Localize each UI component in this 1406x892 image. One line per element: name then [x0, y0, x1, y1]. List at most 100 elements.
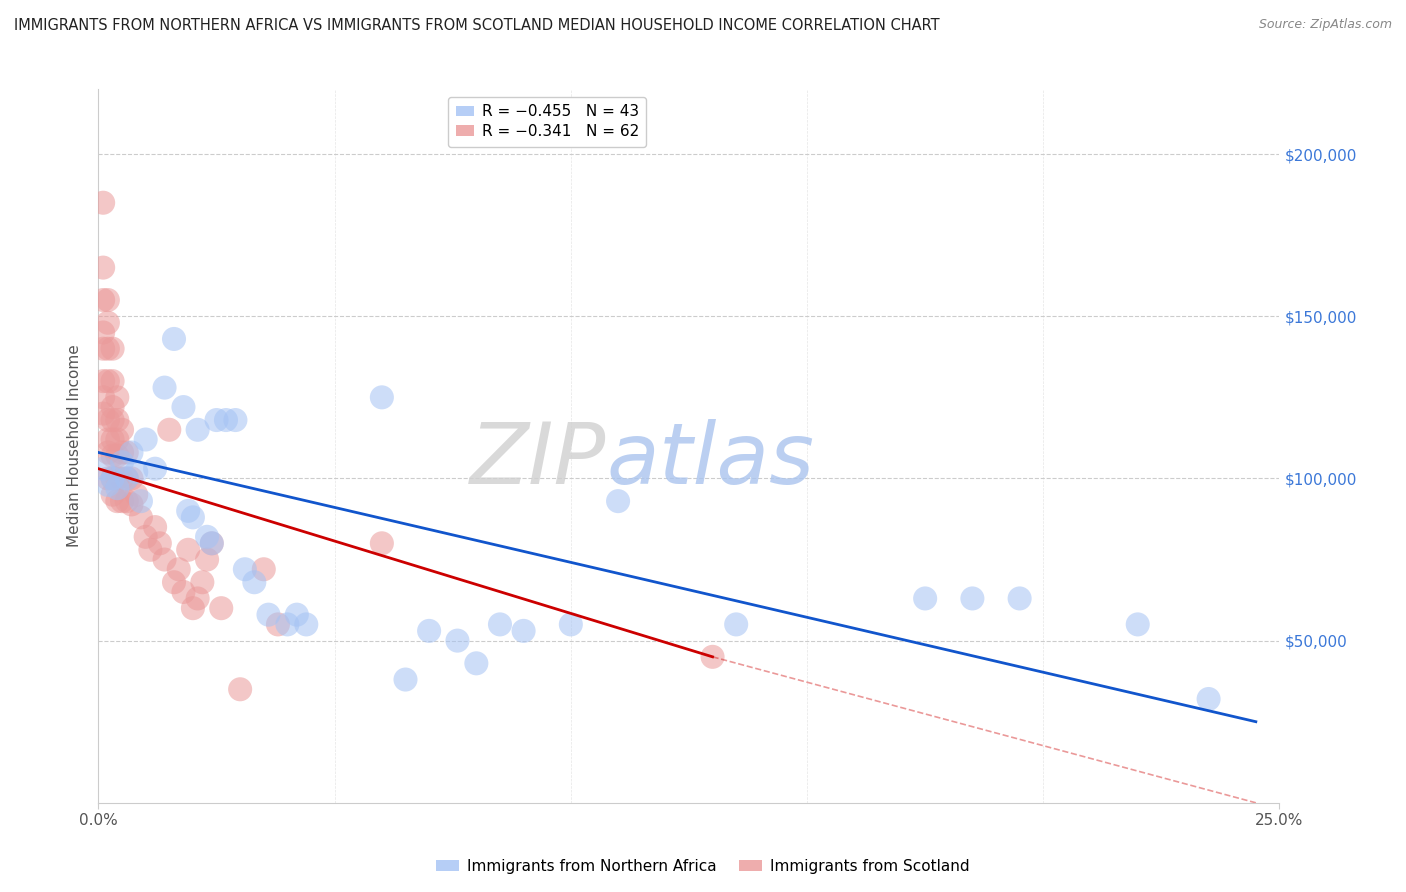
Text: IMMIGRANTS FROM NORTHERN AFRICA VS IMMIGRANTS FROM SCOTLAND MEDIAN HOUSEHOLD INC: IMMIGRANTS FROM NORTHERN AFRICA VS IMMIG… [14, 18, 939, 33]
Point [91, 407, 114, 421]
Point [177, 504, 200, 518]
Point [607, 494, 630, 508]
Point [111, 494, 134, 508]
Point [172, 400, 194, 414]
Point [1126, 617, 1149, 632]
Point [167, 562, 190, 576]
Point [97, 478, 120, 492]
Point [97, 374, 120, 388]
Point [129, 510, 152, 524]
Point [418, 624, 440, 638]
Point [111, 455, 134, 469]
Point [512, 624, 534, 638]
Point [101, 433, 124, 447]
Point [105, 433, 128, 447]
Point [201, 536, 224, 550]
Text: ZIP: ZIP [470, 418, 606, 502]
Text: Source: ZipAtlas.com: Source: ZipAtlas.com [1258, 18, 1392, 31]
Point [139, 542, 162, 557]
Point [295, 617, 318, 632]
Point [267, 617, 290, 632]
Point [135, 530, 157, 544]
Point [163, 575, 186, 590]
Point [129, 494, 152, 508]
Point [91, 293, 114, 307]
Point [725, 617, 748, 632]
Point [115, 471, 138, 485]
Point [121, 497, 143, 511]
Text: atlas: atlas [606, 418, 814, 502]
Point [962, 591, 984, 606]
Point [1198, 692, 1220, 706]
Point [702, 649, 724, 664]
Point [91, 342, 114, 356]
Point [153, 381, 176, 395]
Point [91, 195, 114, 210]
Point [276, 617, 298, 632]
Point [253, 562, 276, 576]
Point [229, 682, 252, 697]
Point [111, 423, 134, 437]
Point [121, 445, 143, 459]
Point [97, 316, 120, 330]
Legend: Immigrants from Northern Africa, Immigrants from Scotland: Immigrants from Northern Africa, Immigra… [430, 853, 976, 880]
Point [97, 471, 120, 485]
Point [105, 413, 128, 427]
Point [101, 413, 124, 427]
Point [257, 607, 280, 622]
Point [111, 471, 134, 485]
Point [135, 433, 157, 447]
Point [446, 633, 468, 648]
Point [101, 471, 124, 485]
Point [97, 342, 120, 356]
Point [97, 293, 120, 307]
Point [157, 423, 180, 437]
Point [209, 601, 232, 615]
Point [181, 510, 204, 524]
Point [125, 488, 148, 502]
Point [394, 673, 416, 687]
Point [115, 494, 138, 508]
Point [205, 413, 228, 427]
Point [177, 542, 200, 557]
Point [101, 400, 124, 414]
Point [285, 607, 308, 622]
Point [149, 536, 172, 550]
Point [187, 423, 209, 437]
Point [101, 342, 124, 356]
Point [181, 601, 204, 615]
Point [1008, 591, 1031, 606]
Point [172, 585, 194, 599]
Point [121, 471, 143, 485]
Point [215, 413, 238, 427]
Point [97, 445, 120, 459]
Point [201, 536, 224, 550]
Point [371, 536, 394, 550]
Point [465, 657, 488, 671]
Point [560, 617, 582, 632]
Point [105, 481, 128, 495]
Point [91, 461, 114, 475]
Point [105, 471, 128, 485]
Point [101, 471, 124, 485]
Point [125, 465, 148, 479]
Point [101, 374, 124, 388]
Point [195, 530, 218, 544]
Point [91, 260, 114, 275]
Point [91, 374, 114, 388]
Point [243, 575, 266, 590]
Point [143, 461, 166, 475]
Point [105, 390, 128, 404]
Point [143, 520, 166, 534]
Point [91, 390, 114, 404]
Point [91, 326, 114, 340]
Point [111, 445, 134, 459]
Y-axis label: Median Household Income: Median Household Income [67, 344, 83, 548]
Point [371, 390, 394, 404]
Point [163, 332, 186, 346]
Point [233, 562, 256, 576]
Point [489, 617, 512, 632]
Point [105, 494, 128, 508]
Point [914, 591, 936, 606]
Point [153, 552, 176, 566]
